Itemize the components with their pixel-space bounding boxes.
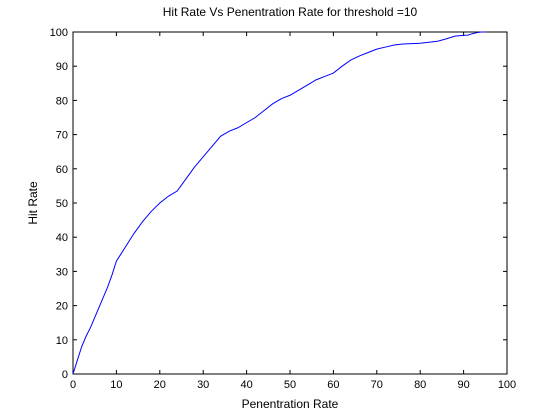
y-axis-ticks: 0 10 20 30 40 50 60 70 80 90 100 (50, 27, 507, 381)
y-tick-label: 40 (56, 232, 68, 244)
y-axis-title: Hit Rate (26, 181, 40, 225)
plot-area: 0 10 20 30 40 50 60 70 80 90 100 0 10 20 30 40 50 60 70 80… (50, 27, 517, 391)
series-group (72, 31, 486, 375)
y-tick-label: 80 (56, 95, 68, 107)
x-tick-label: 40 (240, 379, 252, 391)
x-tick-label: 60 (327, 379, 339, 391)
x-tick-label: 80 (414, 379, 426, 391)
y-tick-label: 0 (62, 369, 68, 381)
y-tick-label: 60 (56, 164, 68, 176)
y-tick-label: 50 (56, 198, 68, 210)
y-tick-label: 20 (56, 301, 68, 313)
y-tick-label: 90 (56, 61, 68, 73)
x-tick-label: 90 (457, 379, 469, 391)
x-tick-label: 70 (371, 379, 383, 391)
y-tick-label: 70 (56, 130, 68, 142)
x-axis-ticks: 0 10 20 30 40 50 60 70 80 90 100 (70, 32, 516, 391)
x-tick-label: 50 (284, 379, 296, 391)
x-tick-label: 30 (197, 379, 209, 391)
x-tick-label: 100 (498, 379, 516, 391)
x-axis-title: Penentration Rate (242, 397, 339, 411)
y-tick-label: 30 (56, 266, 68, 278)
series-line (72, 31, 486, 375)
x-tick-label: 0 (70, 379, 76, 391)
y-tick-label: 100 (50, 27, 68, 39)
y-tick-label: 10 (56, 335, 68, 347)
x-tick-label: 20 (154, 379, 166, 391)
x-tick-label: 10 (110, 379, 122, 391)
chart-title: Hit Rate Vs Penentration Rate for thresh… (163, 5, 418, 19)
